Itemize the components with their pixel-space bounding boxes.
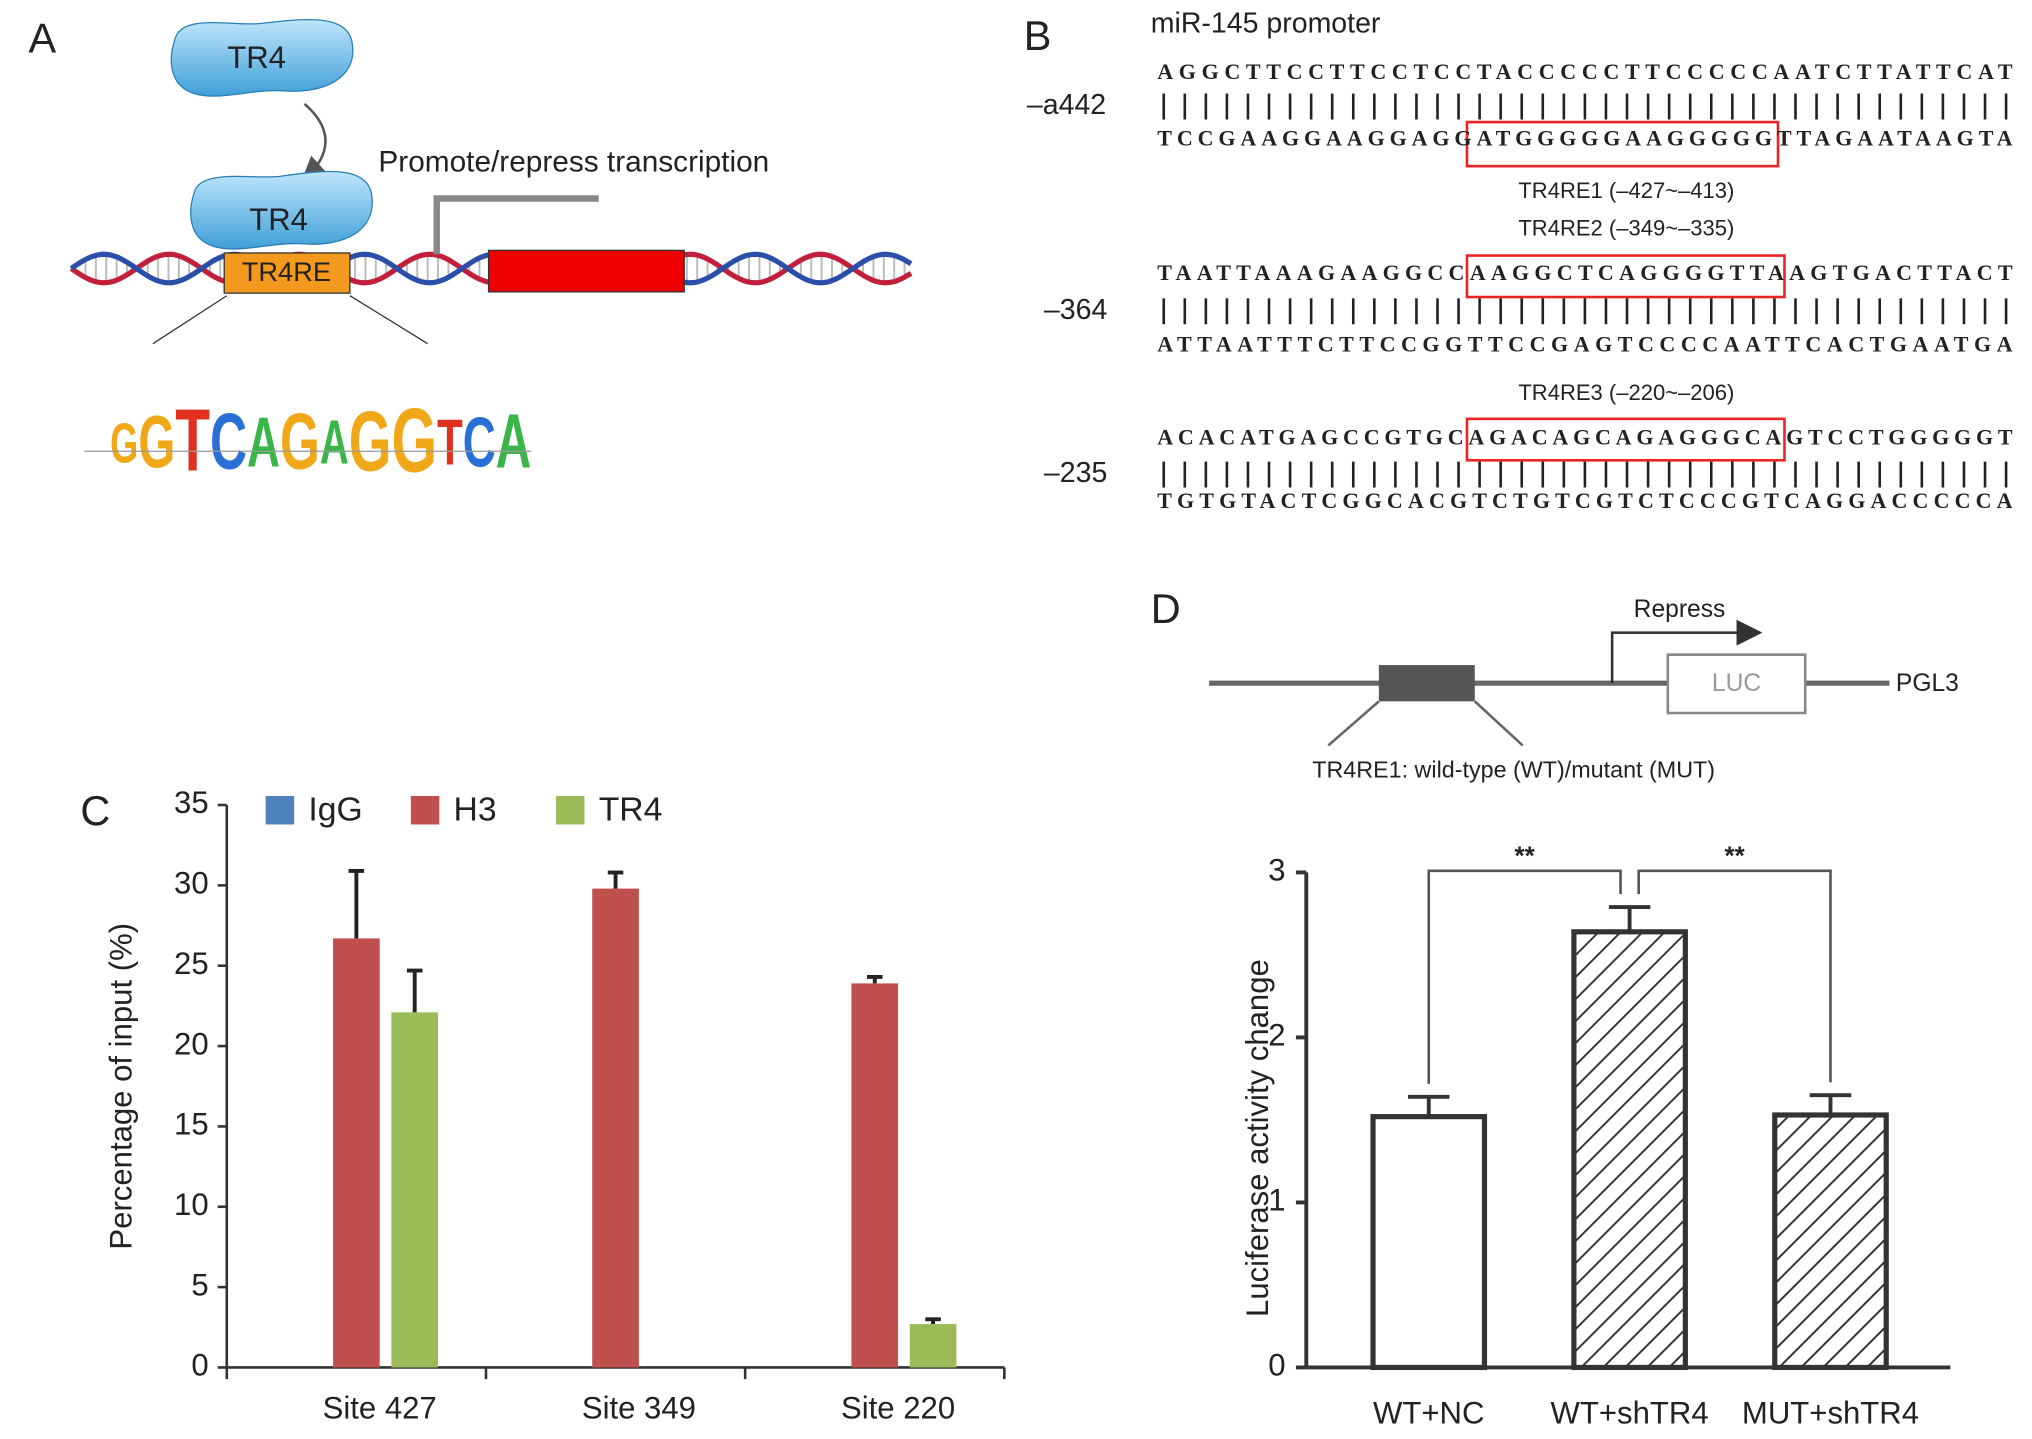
y-tick-label: 30: [174, 866, 209, 901]
y-tick-label: 0: [191, 1348, 208, 1383]
reporter-label: LUC: [1712, 670, 1761, 697]
annotation: Promote/repress transcription: [378, 145, 769, 178]
element-label: TR4RE: [242, 256, 331, 287]
significance-label: **: [1725, 843, 1746, 871]
y-tick-label: 20: [174, 1026, 209, 1061]
bar: [851, 983, 899, 1368]
legend-swatch: [555, 795, 585, 825]
x-tick-label: Site 220: [841, 1390, 955, 1425]
panel-d-diagram: Repress LUC PGL3 TR4RE1: wild-type (WT)/…: [1209, 596, 1959, 782]
vector-label: PGL3: [1896, 670, 1959, 697]
site-label: TR4RE3 (–220~–206): [1518, 380, 1734, 405]
y-tick-label: 15: [174, 1107, 209, 1142]
y-tick-label: 1: [1268, 1183, 1285, 1218]
connector: [152, 295, 228, 345]
y-tick-label: 25: [174, 946, 209, 981]
x-tick-label: MUT+shTR4: [1742, 1396, 1919, 1431]
protein-label: TR4: [249, 202, 308, 237]
bar: [592, 888, 639, 1368]
legend-label: IgG: [308, 791, 362, 828]
legend-label: TR4: [599, 791, 663, 828]
x-tick-label: Site 427: [323, 1390, 437, 1425]
repress-arrow: [1610, 619, 1763, 684]
y-axis-label: Percentage of input (%): [103, 923, 138, 1250]
panel-b: miR-145 promoter TR4RE1 (–427~–413) TR4R…: [1027, 7, 2013, 513]
element-box: [223, 252, 351, 294]
panel-label: D: [1151, 585, 1181, 632]
bar: [909, 1324, 957, 1368]
position-label: –a442: [1027, 89, 1106, 121]
protein: [170, 18, 354, 97]
connector: [1327, 700, 1380, 747]
panel-label: C: [80, 787, 110, 834]
bar: [1772, 1112, 1889, 1371]
site-box: [1465, 254, 1786, 299]
sequence: TAATTAAAGAAGGCCAAGGCTCAGGGGTTAAGTGACTTAC…: [1157, 260, 2013, 285]
sequence: AGGCTTCCTTCCTCCTACCCCCTTCCCCCAATCTTATTCA…: [1157, 59, 2013, 84]
element-box: [1378, 665, 1475, 702]
promoter-title: miR-145 promoter: [1151, 7, 1381, 39]
sequence: TGTGTACTCGGCACGTCTGTCGTCTCCCGTCAGGACCCCC…: [1157, 488, 2012, 513]
position-label: –235: [1044, 457, 1107, 489]
y-tick-label: 35: [174, 785, 209, 820]
reporter-box: [1666, 653, 1807, 715]
y-tick-label: 5: [191, 1267, 208, 1302]
bar: [391, 1012, 439, 1368]
bar: [333, 938, 380, 1368]
significance-bracket: [1427, 869, 1622, 1084]
x-tick-label: Site 349: [582, 1390, 696, 1425]
panel-a: TR4 TR4 TR4RE Promote/repress transcript…: [69, 18, 913, 491]
position-label: –364: [1044, 294, 1108, 326]
connector: [1473, 700, 1524, 747]
y-axis-label: Luciferase activity change: [1240, 959, 1275, 1317]
panel-label: A: [29, 15, 57, 62]
legend-swatch: [265, 795, 295, 825]
y-tick-label: 10: [174, 1187, 209, 1222]
x-tick-label: WT+shTR4: [1551, 1396, 1709, 1431]
y-tick-label: 3: [1268, 853, 1285, 888]
connector: [349, 295, 428, 345]
x-tick-label: WT+NC: [1373, 1396, 1484, 1431]
site-box: [1465, 120, 1780, 168]
legend-label: H3: [454, 791, 497, 828]
repress-label: Repress: [1634, 596, 1726, 623]
bar: [1370, 1114, 1488, 1371]
legend-swatch: [410, 795, 440, 825]
panel-label: B: [1024, 12, 1052, 59]
significance-label: **: [1515, 843, 1536, 871]
promoter-arrow: [433, 195, 599, 255]
sequence: TCCGAAGGAAGGAGGATGGGGGAAGGGGGTTAGAATAAGT…: [1157, 125, 2012, 150]
y-tick-label: 2: [1268, 1018, 1285, 1053]
bar: [1571, 929, 1688, 1371]
site-box: [1465, 417, 1786, 462]
site-label: TR4RE2 (–349~–335): [1518, 215, 1734, 240]
motif-logo: GGTCAGAGGTCA: [110, 389, 531, 491]
arrow: [300, 102, 329, 183]
sequence: ACACATGAGCCGTGCAGACAGCAGAGGGCAGTCCTGGGGG…: [1157, 425, 2013, 450]
y-tick-label: 0: [1268, 1348, 1285, 1383]
site-label: TR4RE1 (–427~–413): [1518, 178, 1734, 203]
protein: [190, 170, 373, 250]
motif: GGTCAGAGGTCA: [110, 389, 531, 491]
gene-box: [487, 249, 685, 293]
sequence: ATTAATTTCTTCCGGTTCCGAGTCCCCAATTCACTGAATG…: [1157, 331, 2012, 356]
element-label: TR4RE1: wild-type (WT)/mutant (MUT): [1312, 756, 1715, 782]
significance-bracket: [1637, 869, 1832, 1083]
protein-label: TR4: [227, 40, 286, 75]
